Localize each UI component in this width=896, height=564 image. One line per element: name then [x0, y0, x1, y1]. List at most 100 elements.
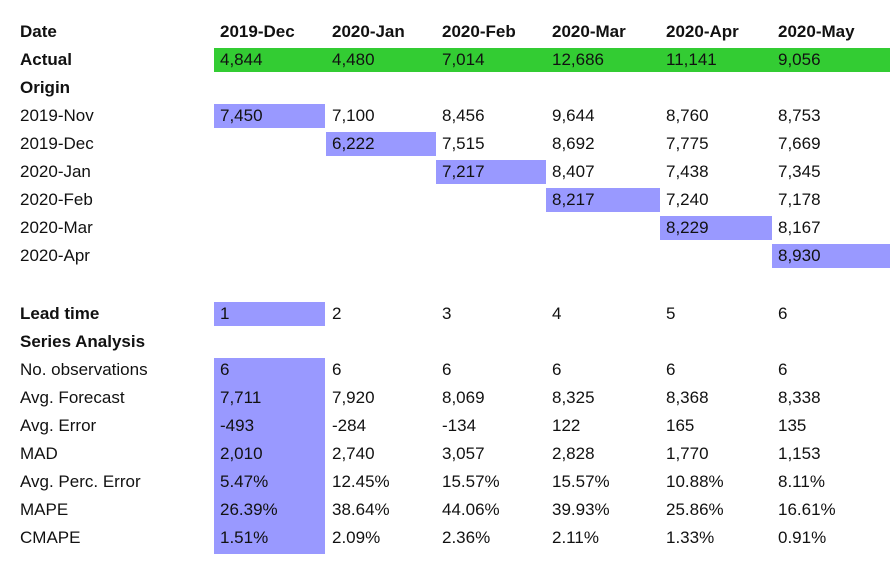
- series-cell: 44.06%: [442, 500, 500, 519]
- column-header: 2020-Jan: [332, 22, 405, 41]
- series-row: MAD 2,010 2,740 3,057 2,828 1,770 1,153: [0, 442, 896, 466]
- origin-row: 2020-Mar 8,229 8,167: [0, 216, 896, 240]
- actual-value: 9,056: [778, 50, 821, 69]
- series-cell: 122: [552, 416, 581, 435]
- series-cell: 6: [666, 360, 676, 379]
- series-row: CMAPE 1.51% 2.09% 2.36% 2.11% 1.33% 0.91…: [0, 526, 896, 550]
- forecast-cell: 8,760: [666, 106, 709, 125]
- series-cell: 15.57%: [442, 472, 500, 491]
- forecast-cell-highlighted: 7,217: [436, 160, 546, 184]
- series-row-label: Avg. Forecast: [20, 388, 125, 407]
- series-column-highlight: [214, 358, 325, 554]
- forecast-cell: 8,456: [442, 106, 485, 125]
- forecast-cell-highlighted: 8,229: [660, 216, 772, 240]
- series-row-label: No. observations: [20, 360, 148, 379]
- forecast-cell-highlighted: 8,930: [772, 244, 890, 268]
- series-cell: 6: [220, 360, 230, 379]
- origin-row-label: 2020-Apr: [20, 246, 90, 265]
- actual-value: 11,141: [666, 50, 717, 69]
- series-cell: 2.36%: [442, 528, 491, 547]
- series-cell: 2.11%: [552, 528, 599, 547]
- lead-time-cell: 5: [666, 304, 676, 323]
- forecast-cell-highlighted: 8,217: [546, 188, 660, 212]
- actual-row: Actual 4,844 4,480 7,014 12,686 11,141 9…: [0, 48, 896, 72]
- series-cell: 7,920: [332, 388, 375, 407]
- origin-row-label: 2020-Jan: [20, 162, 91, 181]
- column-header: 2020-Apr: [666, 22, 739, 41]
- series-cell: 26.39%: [220, 500, 278, 519]
- series-row: Avg. Forecast 7,711 7,920 8,069 8,325 8,…: [0, 386, 896, 410]
- actual-value: 4,844: [220, 50, 263, 69]
- forecast-cell: 8,692: [552, 134, 595, 153]
- date-header-label: Date: [20, 22, 57, 41]
- series-cell: 25.86%: [666, 500, 724, 519]
- series-cell: 15.57%: [552, 472, 610, 491]
- series-cell: 6: [778, 360, 788, 379]
- series-cell: 10.88%: [666, 472, 724, 491]
- origin-row-label: 2020-Mar: [20, 218, 93, 237]
- series-cell: 1,153: [778, 444, 821, 463]
- series-analysis-heading-row: Series Analysis: [0, 330, 896, 354]
- actual-highlight-band: [214, 48, 890, 72]
- series-cell: 165: [666, 416, 695, 435]
- column-header: 2020-Mar: [552, 22, 626, 41]
- series-row: No. observations 6 6 6 6 6 6: [0, 358, 896, 382]
- series-cell: 2,828: [552, 444, 595, 463]
- series-row: Avg. Error -493 -284 -134 122 165 135: [0, 414, 896, 438]
- forecast-cell: 7,178: [778, 190, 821, 209]
- forecast-cell: 7,775: [666, 134, 709, 153]
- series-row: Avg. Perc. Error 5.47% 12.45% 15.57% 15.…: [0, 470, 896, 494]
- origin-row: 2020-Apr 8,930: [0, 244, 896, 268]
- origin-row: 2019-Nov 7,450 7,100 8,456 9,644 8,760 8…: [0, 104, 896, 128]
- series-cell: 1.51%: [220, 528, 269, 547]
- forecast-cell-highlighted: 7,450: [214, 104, 325, 128]
- series-cell: 7,711: [220, 388, 262, 407]
- forecast-cell: 7,669: [778, 134, 821, 153]
- series-cell: 1.33%: [666, 528, 715, 547]
- actual-value: 7,014: [442, 50, 485, 69]
- forecast-cell: 7,515: [442, 134, 485, 153]
- forecast-cell: 7,240: [666, 190, 709, 209]
- actual-value: 4,480: [332, 50, 375, 69]
- actual-label: Actual: [20, 50, 72, 69]
- series-cell: 8,325: [552, 388, 595, 407]
- origin-row: 2020-Feb 8,217 7,240 7,178: [0, 188, 896, 212]
- series-cell: 6: [442, 360, 452, 379]
- series-cell: 38.64%: [332, 500, 390, 519]
- actual-value: 12,686: [552, 50, 604, 69]
- series-row-label: Avg. Error: [20, 416, 97, 435]
- origin-row-label: 2020-Feb: [20, 190, 93, 209]
- forecast-cell: 8,167: [778, 218, 821, 237]
- origin-heading-row: Origin: [0, 76, 896, 100]
- column-header: 2020-May: [778, 22, 855, 41]
- series-cell: -493: [220, 416, 255, 435]
- series-row-label: Avg. Perc. Error: [20, 472, 141, 491]
- column-header: 2020-Feb: [442, 22, 516, 41]
- origin-row: 2019-Dec 6,222 7,515 8,692 7,775 7,669: [0, 132, 896, 156]
- series-cell: 3,057: [442, 444, 485, 463]
- lead-time-label: Lead time: [20, 304, 100, 323]
- lead-time-cell: 2: [332, 304, 342, 323]
- series-cell: 2.09%: [332, 528, 381, 547]
- forecast-cell: 7,438: [666, 162, 709, 181]
- series-cell: 6: [332, 360, 342, 379]
- forecast-cell: 9,644: [552, 106, 595, 125]
- origin-row: 2020-Jan 7,217 8,407 7,438 7,345: [0, 160, 896, 184]
- series-cell: -134: [442, 416, 477, 435]
- lead-time-cell: 3: [442, 304, 452, 323]
- header-row: Date 2019-Dec 2020-Jan 2020-Feb 2020-Mar…: [0, 20, 896, 44]
- series-cell: 6: [552, 360, 562, 379]
- forecast-cell: 7,345: [778, 162, 821, 181]
- lead-time-row: Lead time 1 2 3 4 5 6: [0, 302, 896, 326]
- series-cell: 0.91%: [778, 528, 827, 547]
- forecast-cell: 8,753: [778, 106, 821, 125]
- series-cell: 8,069: [442, 388, 485, 407]
- forecast-cell-highlighted: 6,222: [326, 132, 436, 156]
- series-row-label: MAD: [20, 444, 58, 463]
- series-cell: -284: [332, 416, 367, 435]
- origin-row-label: 2019-Nov: [20, 106, 94, 125]
- series-cell: 8,368: [666, 388, 709, 407]
- origin-row-label: 2019-Dec: [20, 134, 94, 153]
- series-analysis-label: Series Analysis: [20, 332, 146, 351]
- origin-label: Origin: [20, 78, 71, 97]
